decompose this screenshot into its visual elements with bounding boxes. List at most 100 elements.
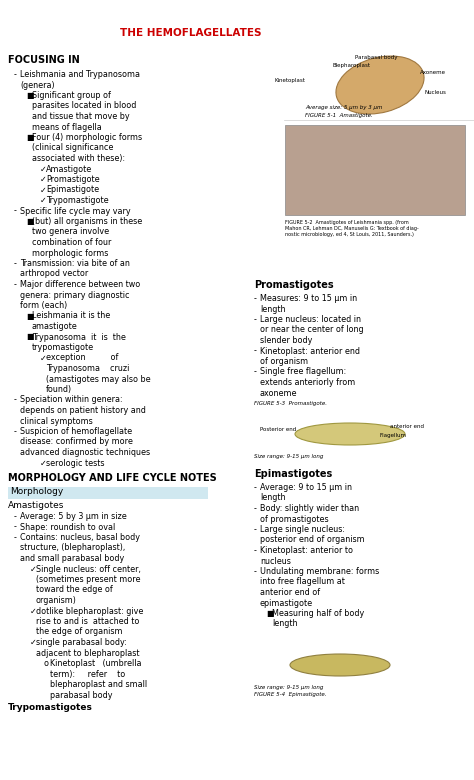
Text: two genera involve: two genera involve: [32, 228, 109, 236]
Text: ✓: ✓: [40, 196, 47, 205]
Text: combination of four: combination of four: [32, 238, 111, 247]
Text: -: -: [254, 367, 257, 377]
Text: arthropod vector: arthropod vector: [20, 270, 88, 278]
Text: Nucleus: Nucleus: [425, 90, 447, 95]
Text: Significant group of: Significant group of: [32, 91, 111, 100]
Text: form (each): form (each): [20, 301, 67, 310]
Text: ■: ■: [26, 91, 34, 100]
Text: -: -: [14, 533, 17, 542]
Text: Trypanosoma  it  is  the: Trypanosoma it is the: [32, 332, 126, 342]
Text: Leishmania and Trypanosoma: Leishmania and Trypanosoma: [20, 70, 140, 79]
Text: of organism: of organism: [260, 357, 308, 366]
Text: Undulating membrane: forms: Undulating membrane: forms: [260, 567, 379, 576]
Text: toward the edge of: toward the edge of: [36, 586, 113, 594]
Text: axoneme: axoneme: [260, 388, 298, 398]
Text: FIGURE 5-2  Amastigotes of Leishmania spp. (from
Mahon CR, Lehman DC, Manuselis : FIGURE 5-2 Amastigotes of Leishmania spp…: [285, 220, 419, 236]
Text: Size range: 9-15 μm long: Size range: 9-15 μm long: [254, 454, 323, 459]
Text: -: -: [14, 512, 17, 521]
Text: ✓: ✓: [40, 165, 47, 173]
Text: Epimastigote: Epimastigote: [46, 186, 99, 194]
Text: Kinetoplast: anterior to: Kinetoplast: anterior to: [260, 546, 353, 555]
Text: Four (4) morphologic forms: Four (4) morphologic forms: [32, 133, 142, 142]
Text: MORPHOLOGY AND LIFE CYCLE NOTES: MORPHOLOGY AND LIFE CYCLE NOTES: [8, 473, 217, 483]
Text: length: length: [260, 304, 285, 314]
Text: FOCUSING IN: FOCUSING IN: [8, 55, 80, 65]
Text: Average: 9 to 15 μm in: Average: 9 to 15 μm in: [260, 483, 352, 492]
Text: found): found): [46, 385, 72, 394]
Text: length: length: [272, 619, 298, 629]
Text: Suspicion of hemoflagellate: Suspicion of hemoflagellate: [20, 427, 132, 436]
Text: Average: 5 by 3 μm in size: Average: 5 by 3 μm in size: [20, 512, 127, 521]
Text: Major difference between two: Major difference between two: [20, 280, 140, 289]
Text: Promastigotes: Promastigotes: [254, 280, 334, 290]
Text: -: -: [14, 395, 17, 405]
Text: single parabasal body:: single parabasal body:: [36, 638, 127, 647]
Text: and tissue that move by: and tissue that move by: [32, 112, 129, 121]
Text: (clinical significance: (clinical significance: [32, 144, 113, 153]
Text: ✓: ✓: [40, 186, 47, 194]
Text: Measures: 9 to 15 μm in: Measures: 9 to 15 μm in: [260, 294, 357, 303]
Text: Kinetoplast: anterior end: Kinetoplast: anterior end: [260, 346, 360, 356]
Text: THE HEMOFLAGELLATES: THE HEMOFLAGELLATES: [120, 28, 262, 38]
FancyBboxPatch shape: [285, 125, 465, 215]
Text: -: -: [254, 346, 257, 356]
Text: and small parabasal body: and small parabasal body: [20, 554, 124, 563]
Text: rise to and is  attached to: rise to and is attached to: [36, 617, 139, 626]
Text: Flagellum: Flagellum: [380, 433, 407, 438]
Text: length: length: [260, 494, 285, 502]
Text: ✓: ✓: [30, 565, 37, 573]
Text: -: -: [14, 207, 17, 215]
Text: -: -: [254, 315, 257, 324]
Text: blepharoplast and small: blepharoplast and small: [50, 680, 147, 689]
Text: parabasal body: parabasal body: [50, 690, 112, 700]
Text: -: -: [14, 259, 17, 268]
Text: Specific life cycle may vary: Specific life cycle may vary: [20, 207, 131, 215]
Text: extends anteriorly from: extends anteriorly from: [260, 378, 355, 387]
Text: (sometimes present more: (sometimes present more: [36, 575, 140, 584]
Text: FIGURE 5-1  Amastigote.: FIGURE 5-1 Amastigote.: [305, 113, 373, 118]
Text: ■: ■: [26, 217, 34, 226]
Text: means of flagella: means of flagella: [32, 122, 102, 132]
Text: ✓: ✓: [40, 459, 47, 467]
Text: -: -: [14, 280, 17, 289]
Text: ✓: ✓: [40, 353, 47, 363]
Ellipse shape: [295, 423, 405, 445]
Text: Average size: 5 μm by 3 μm: Average size: 5 μm by 3 μm: [305, 105, 383, 110]
Text: Trypomastigotes: Trypomastigotes: [8, 703, 93, 712]
Text: Promastigote: Promastigote: [46, 175, 100, 184]
Text: FIGURE 5-3  Promastigote.: FIGURE 5-3 Promastigote.: [254, 401, 327, 406]
Text: trypomastigote: trypomastigote: [32, 343, 94, 352]
Text: (genera): (genera): [20, 80, 55, 90]
Text: Trypanosoma    cruzi: Trypanosoma cruzi: [46, 364, 129, 373]
Text: structure, (blepharoplast),: structure, (blepharoplast),: [20, 544, 125, 552]
Text: posterior end of organism: posterior end of organism: [260, 536, 365, 544]
Text: or near the center of long: or near the center of long: [260, 325, 364, 335]
Text: -: -: [254, 483, 257, 492]
Text: Body: slightly wider than: Body: slightly wider than: [260, 504, 359, 513]
Text: clinical symptoms: clinical symptoms: [20, 417, 93, 426]
Text: (amastigotes may also be: (amastigotes may also be: [46, 374, 151, 384]
Text: Posterior end: Posterior end: [260, 427, 296, 432]
Text: Kinetoplast   (umbrella: Kinetoplast (umbrella: [50, 659, 142, 668]
Text: parasites located in blood: parasites located in blood: [32, 101, 137, 111]
Text: disease: confirmed by more: disease: confirmed by more: [20, 438, 133, 446]
Text: anterior end of: anterior end of: [260, 588, 320, 597]
Text: slender body: slender body: [260, 336, 312, 345]
Text: FIGURE 5-4  Epimastigote.: FIGURE 5-4 Epimastigote.: [254, 692, 327, 697]
Text: Measuring half of body: Measuring half of body: [272, 609, 364, 618]
Text: -: -: [14, 523, 17, 531]
Text: term):     refer    to: term): refer to: [50, 669, 125, 679]
Text: associated with these):: associated with these):: [32, 154, 125, 163]
Text: epimastigote: epimastigote: [260, 598, 313, 608]
Text: morphologic forms: morphologic forms: [32, 249, 109, 257]
Text: Speciation within genera:: Speciation within genera:: [20, 395, 123, 405]
Text: Epimastigotes: Epimastigotes: [254, 469, 332, 479]
Text: Contains: nucleus, basal body: Contains: nucleus, basal body: [20, 533, 140, 542]
Text: -: -: [254, 567, 257, 576]
Text: Kinetoplast: Kinetoplast: [274, 78, 305, 83]
Text: -: -: [254, 504, 257, 513]
Text: advanced diagnostic techniques: advanced diagnostic techniques: [20, 448, 150, 457]
Text: Transmission: via bite of an: Transmission: via bite of an: [20, 259, 130, 268]
Text: o: o: [44, 659, 49, 668]
Text: of promastigotes: of promastigotes: [260, 515, 328, 523]
